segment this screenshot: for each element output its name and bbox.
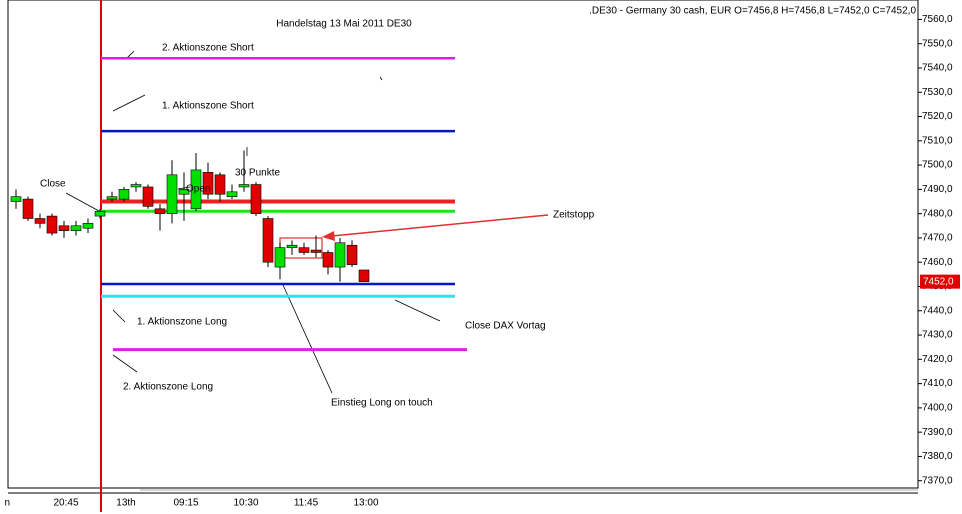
candle-body [358,269,370,282]
y-tick-label: 7560,0 [922,14,953,25]
x-tick-label: 13th [116,498,135,509]
candle-body [166,174,178,214]
annotation: 2. Aktionszone Short [162,43,254,54]
x-tick-label: 11:45 [294,498,319,509]
annotation: 2. Aktionszone Long [123,382,213,393]
y-tick-label: 7400,0 [922,403,953,414]
candle-body [250,184,262,214]
annotation: Close DAX Vortag [465,321,546,332]
candle-body [58,225,70,231]
chart-title: .DE30 - Germany 30 cash, EUR O=7456,8 H=… [589,6,916,17]
candle-body [154,208,166,214]
y-tick-label: 7460,0 [922,257,953,268]
candle-body [346,244,358,265]
candle-body [94,210,106,217]
y-tick-label: 7440,0 [922,305,953,316]
candle-body [262,218,274,263]
plot-frame [7,0,919,489]
candle-body [286,244,298,248]
y-tick-label: 7530,0 [922,87,953,98]
candle-body [190,169,202,210]
y-tick-label: 7420,0 [922,354,953,365]
y-tick-label: 7540,0 [922,63,953,74]
y-tick-label: 7380,0 [922,451,953,462]
candle-body [274,247,286,268]
x-tick-label: 13:00 [353,498,378,509]
candle-body [142,186,154,207]
candle-body [238,184,250,188]
candle-body [310,249,322,253]
candle-body [322,252,334,268]
candle-body [106,196,118,200]
y-tick-label: 7510,0 [922,135,953,146]
annotation: Close [40,179,66,190]
pointer-lines [65,50,441,394]
y-tick-label: 7500,0 [922,160,953,171]
current-price-label: 7452,0 [923,276,954,287]
candle-body [70,225,82,231]
candle-body [10,196,22,202]
annotation: 1. Aktionszone Long [137,317,227,328]
current-price-box [920,274,960,289]
x-tick-label: 09:15 [173,498,198,509]
candle-body [46,215,58,234]
y-tick-label: 7550,0 [922,38,953,49]
x-tick-label: n [4,498,10,509]
candle-body [226,191,238,197]
candle-body [334,242,346,268]
candle-body [34,218,46,224]
chart-subtitle: Handelstag 13 Mai 2011 DE30 [276,19,412,30]
zeitstopp-arrow [322,214,549,241]
y-tick-label: 7390,0 [922,427,953,438]
x-tick-label: 10:30 [233,498,258,509]
candle-body [82,223,94,229]
annotation: 1. Aktionszone Short [162,101,254,112]
annotation: Open [186,184,210,195]
candle-body [298,247,310,253]
candle-body [130,184,142,188]
y-tick-label: 7430,0 [922,330,953,341]
annotation: Einstieg Long on touch [331,398,433,409]
annotation: Zeitstopp [553,210,595,221]
y-tick-label: 7370,0 [922,475,953,486]
y-tick-label: 7410,0 [922,378,953,389]
y-tick-label: 7490,0 [922,184,953,195]
x-tick-label: 20:45 [53,498,78,509]
y-tick-label: 7520,0 [922,111,953,122]
candle-body [202,172,214,195]
candle-body [22,198,34,219]
candle-body [178,189,190,195]
y-tick-label: 7480,0 [922,208,953,219]
candle-body [118,189,130,200]
y-tick-label: 7470,0 [922,233,953,244]
annotation: 30 Punkte [235,168,280,179]
candle-body [214,174,226,195]
